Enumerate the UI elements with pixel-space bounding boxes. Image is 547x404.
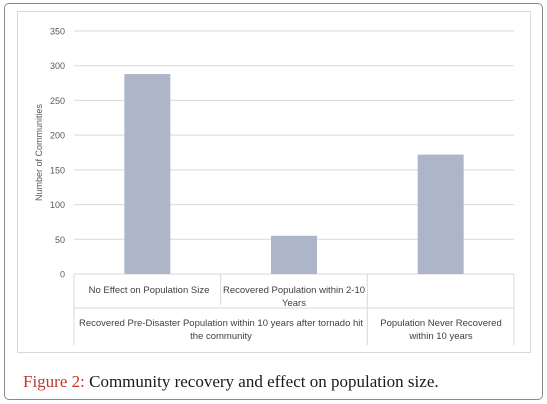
caption-text: Community recovery and effect on populat… (84, 372, 439, 391)
figure-frame: 0 50 100 150 200 250 300 350 Number of Communiti… (4, 3, 543, 400)
category-label-3-split: Population Never Recovered within 10 yea… (368, 317, 514, 343)
bar-2 (271, 235, 317, 274)
y-tick-label: 300 (50, 61, 65, 71)
bar-1 (124, 74, 171, 274)
y-tick-label: 100 (50, 200, 65, 210)
bar-3 (417, 154, 464, 274)
y-tick-label: 150 (50, 165, 65, 175)
category-label-3: Population Never Recovered within 10 yea… (380, 318, 502, 342)
y-tick-label: 0 (60, 270, 65, 280)
y-tick-label: 350 (50, 27, 65, 37)
y-tick-label: 200 (50, 131, 65, 141)
bar-chart: 0 50 100 150 200 250 300 350 Number of Communiti… (34, 27, 515, 345)
caption-prefix: Figure 2: (23, 372, 85, 391)
category-label-2: Recovered Population within 2-10 Years (222, 285, 366, 309)
figure-caption: Figure 2: Community recovery and effect … (23, 372, 533, 392)
category-label-1: No Effect on Population Size (88, 285, 210, 296)
y-axis-label: Number of Communities (34, 103, 44, 201)
y-tick-label: 50 (55, 235, 65, 245)
group-label-recovered: Recovered Pre-Disaster Population within… (78, 318, 364, 342)
plot-area: 0 50 100 150 200 250 300 350 Number of Communiti… (17, 11, 531, 353)
y-tick-label: 250 (50, 96, 65, 106)
